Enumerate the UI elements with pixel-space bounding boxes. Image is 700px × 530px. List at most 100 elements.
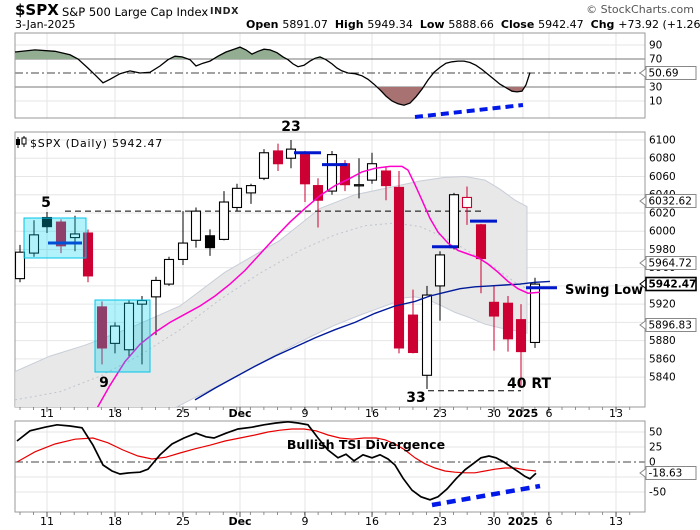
candle — [177, 242, 189, 261]
candle — [123, 302, 135, 351]
candle — [231, 187, 243, 209]
highlight-box — [94, 299, 151, 373]
x-axis-label: 30 — [487, 407, 501, 420]
x-axis-label: 16 — [365, 515, 379, 528]
y-axis-label: 30 — [649, 82, 662, 94]
quote-value: +73.92 (+1.26%) — [618, 18, 700, 31]
chart-header: $SPX S&P 500 Large Cap Index INDX © Stoc… — [0, 0, 700, 33]
sma-navy-line — [194, 280, 551, 401]
svg-text:6032.62: 6032.62 — [649, 196, 692, 208]
y-axis-label: 90 — [649, 40, 662, 52]
x-axis-label: 16 — [365, 407, 379, 420]
tsi-line — [16, 420, 537, 501]
exchange-label: INDX — [210, 6, 240, 17]
y-axis-label: 6000 — [649, 226, 676, 238]
value-box: 5964.72 — [639, 256, 697, 270]
value-box: 6032.62 — [639, 194, 697, 208]
x-axis-label: 30 — [487, 515, 501, 528]
candle — [407, 314, 419, 354]
candle — [28, 234, 40, 254]
candle — [380, 170, 392, 187]
annotation-5: 5 — [41, 195, 51, 211]
tsi-panel: 50 25 0 -50 Bullish TSI Divergence -18.63 11 18… — [14, 420, 697, 528]
chart-date: 3-Jan-2025 — [15, 18, 76, 31]
x-axis-label: 25 — [176, 407, 190, 420]
x-axis-label: 6 — [546, 515, 553, 528]
candle — [366, 163, 378, 181]
oscillator-divergence-trendline — [414, 103, 524, 119]
value-box: 5896.83 — [639, 318, 697, 332]
panel-border — [14, 32, 646, 119]
annotation-23: 23 — [281, 119, 300, 135]
y-axis-label: 5880 — [649, 335, 676, 347]
oscillator-panel: 90 70 30 10 50.69 — [14, 32, 697, 119]
svg-text:5896.83: 5896.83 — [649, 320, 692, 332]
y-axis-label: 5840 — [649, 372, 676, 384]
stockcharts-credit: © StockCharts.com — [586, 3, 694, 16]
tsi-divergence-label: Bullish TSI Divergence — [287, 437, 445, 452]
quote-label: Open — [246, 18, 283, 31]
annotation-33: 33 — [406, 390, 425, 406]
x-axis-label: 13 — [609, 515, 623, 528]
candle — [272, 150, 284, 165]
x-axis-label: 9 — [302, 515, 309, 528]
y-axis-label: 6060 — [649, 171, 676, 183]
candle — [461, 196, 473, 209]
price-plot — [15, 140, 551, 407]
annotation-swing-low: Swing Low — [565, 283, 643, 298]
panel-border — [14, 420, 646, 513]
x-axis-label: Dec — [228, 515, 251, 528]
ema-magenta-line — [96, 165, 541, 407]
y-axis-label: 6020 — [649, 207, 676, 219]
x-axis-label: 11 — [40, 407, 54, 420]
y-axis-label: 10 — [649, 96, 662, 108]
y-axis-label: 5860 — [649, 353, 676, 365]
oversold-fill — [504, 87, 525, 92]
annotation-40-rt: 40 RT — [507, 376, 552, 392]
x-axis-label: 18 — [108, 515, 122, 528]
candle — [218, 201, 230, 240]
y-axis-label: 6080 — [649, 153, 676, 165]
y-axis-label: -50 — [649, 487, 666, 499]
candle — [258, 152, 270, 179]
quote-value: 5949.34 — [367, 18, 420, 31]
candle — [353, 184, 365, 187]
candle — [448, 194, 460, 249]
quote-label: Low — [419, 18, 449, 31]
candle — [502, 302, 514, 340]
candle — [15, 251, 26, 280]
candles — [15, 140, 541, 389]
x-axis-label: 18 — [108, 407, 122, 420]
candle — [69, 233, 81, 239]
quote-label: High — [334, 18, 368, 31]
price-panel-label: $SPX (Daily) 5942.47 — [30, 137, 163, 150]
candle — [312, 185, 324, 201]
candle — [529, 283, 541, 344]
chart-style-icon — [16, 136, 27, 148]
x-axis-label: 13 — [609, 407, 623, 420]
y-axis-label: 0 — [649, 457, 656, 469]
tsi-signal-line — [16, 428, 537, 474]
y-axis-label: 25 — [649, 442, 662, 454]
quote-bar: Open 5891.07 High 5949.34 Low 5888.66 Cl… — [246, 18, 700, 31]
candle — [136, 299, 148, 305]
price-panel: 6100608060606040602060005980596059405920… — [14, 119, 697, 420]
svg-text:-18.63: -18.63 — [649, 468, 683, 480]
candle — [82, 232, 94, 277]
x-axis-label: Dec — [228, 407, 251, 420]
candle — [163, 258, 175, 285]
candle — [488, 301, 500, 317]
svg-text:5964.72: 5964.72 — [649, 258, 692, 270]
candle — [109, 325, 121, 344]
annotation-9: 9 — [99, 375, 109, 391]
candle — [150, 279, 162, 298]
y-axis-label: 50 — [649, 427, 662, 439]
quote-label: Close — [500, 18, 539, 31]
overbought-fill — [15, 49, 78, 59]
candle — [204, 235, 216, 249]
x-axis-label: 23 — [433, 407, 447, 420]
oscillator-line — [14, 46, 531, 106]
candle — [326, 154, 338, 192]
